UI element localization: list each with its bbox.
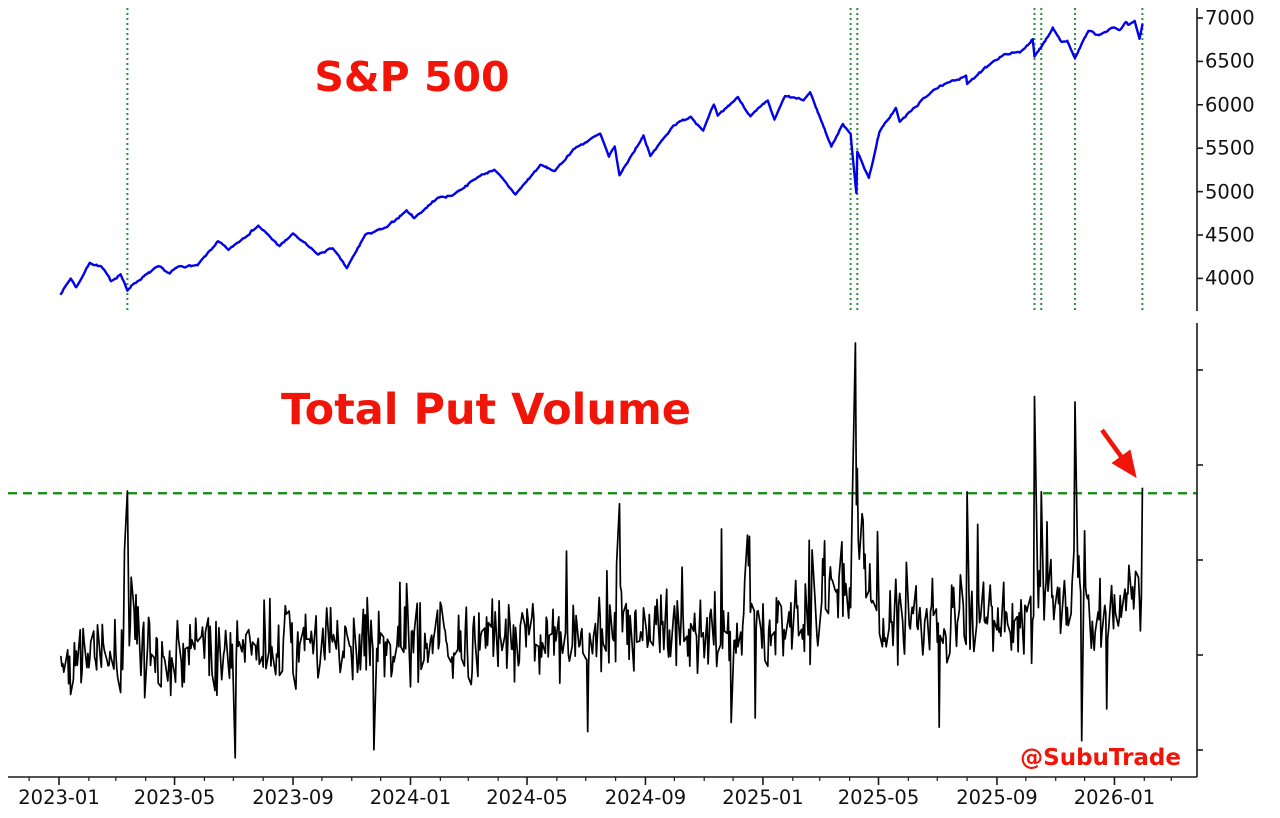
y-axis-tick-label: 6000 <box>1205 93 1255 117</box>
x-axis-tick-label: 2025-09 <box>956 786 1038 809</box>
x-axis-tick-label: 2025-05 <box>837 786 920 809</box>
axes-spines-ticks <box>8 8 1203 785</box>
x-axis-tick-label: 2023-05 <box>133 786 216 809</box>
x-axis-tick-label: 2025-01 <box>722 786 804 809</box>
y-axis-tick-label: 4000 <box>1205 266 1255 290</box>
x-axis-tick-label: 2026-01 <box>1073 786 1156 809</box>
put-volume-line <box>60 342 1144 759</box>
sp500-line <box>59 19 1144 296</box>
y-axis-tick-label: 5000 <box>1205 180 1255 204</box>
y-axis-tick-label: 4500 <box>1205 223 1255 247</box>
y-axis-tick-label: 5500 <box>1205 136 1255 160</box>
put-volume-panel-title: Total Put Volume <box>281 385 691 435</box>
x-axis-tick-label: 2024-01 <box>369 786 452 809</box>
highlight-arrow <box>1100 428 1137 479</box>
watermark: @SubuTrade <box>1020 745 1181 771</box>
y-axis-tick-label: 7000 <box>1205 6 1255 30</box>
x-axis-tick-label: 2024-05 <box>486 786 568 809</box>
sp500-panel-title: S&P 500 <box>314 53 510 101</box>
y-axis-tick-label: 6500 <box>1205 49 1255 73</box>
x-axis-tick-label: 2023-09 <box>252 786 334 809</box>
event-date-lines <box>8 8 1197 495</box>
x-axis-tick-label: 2024-09 <box>604 786 687 809</box>
x-axis-tick-label: 2023-01 <box>18 786 100 809</box>
